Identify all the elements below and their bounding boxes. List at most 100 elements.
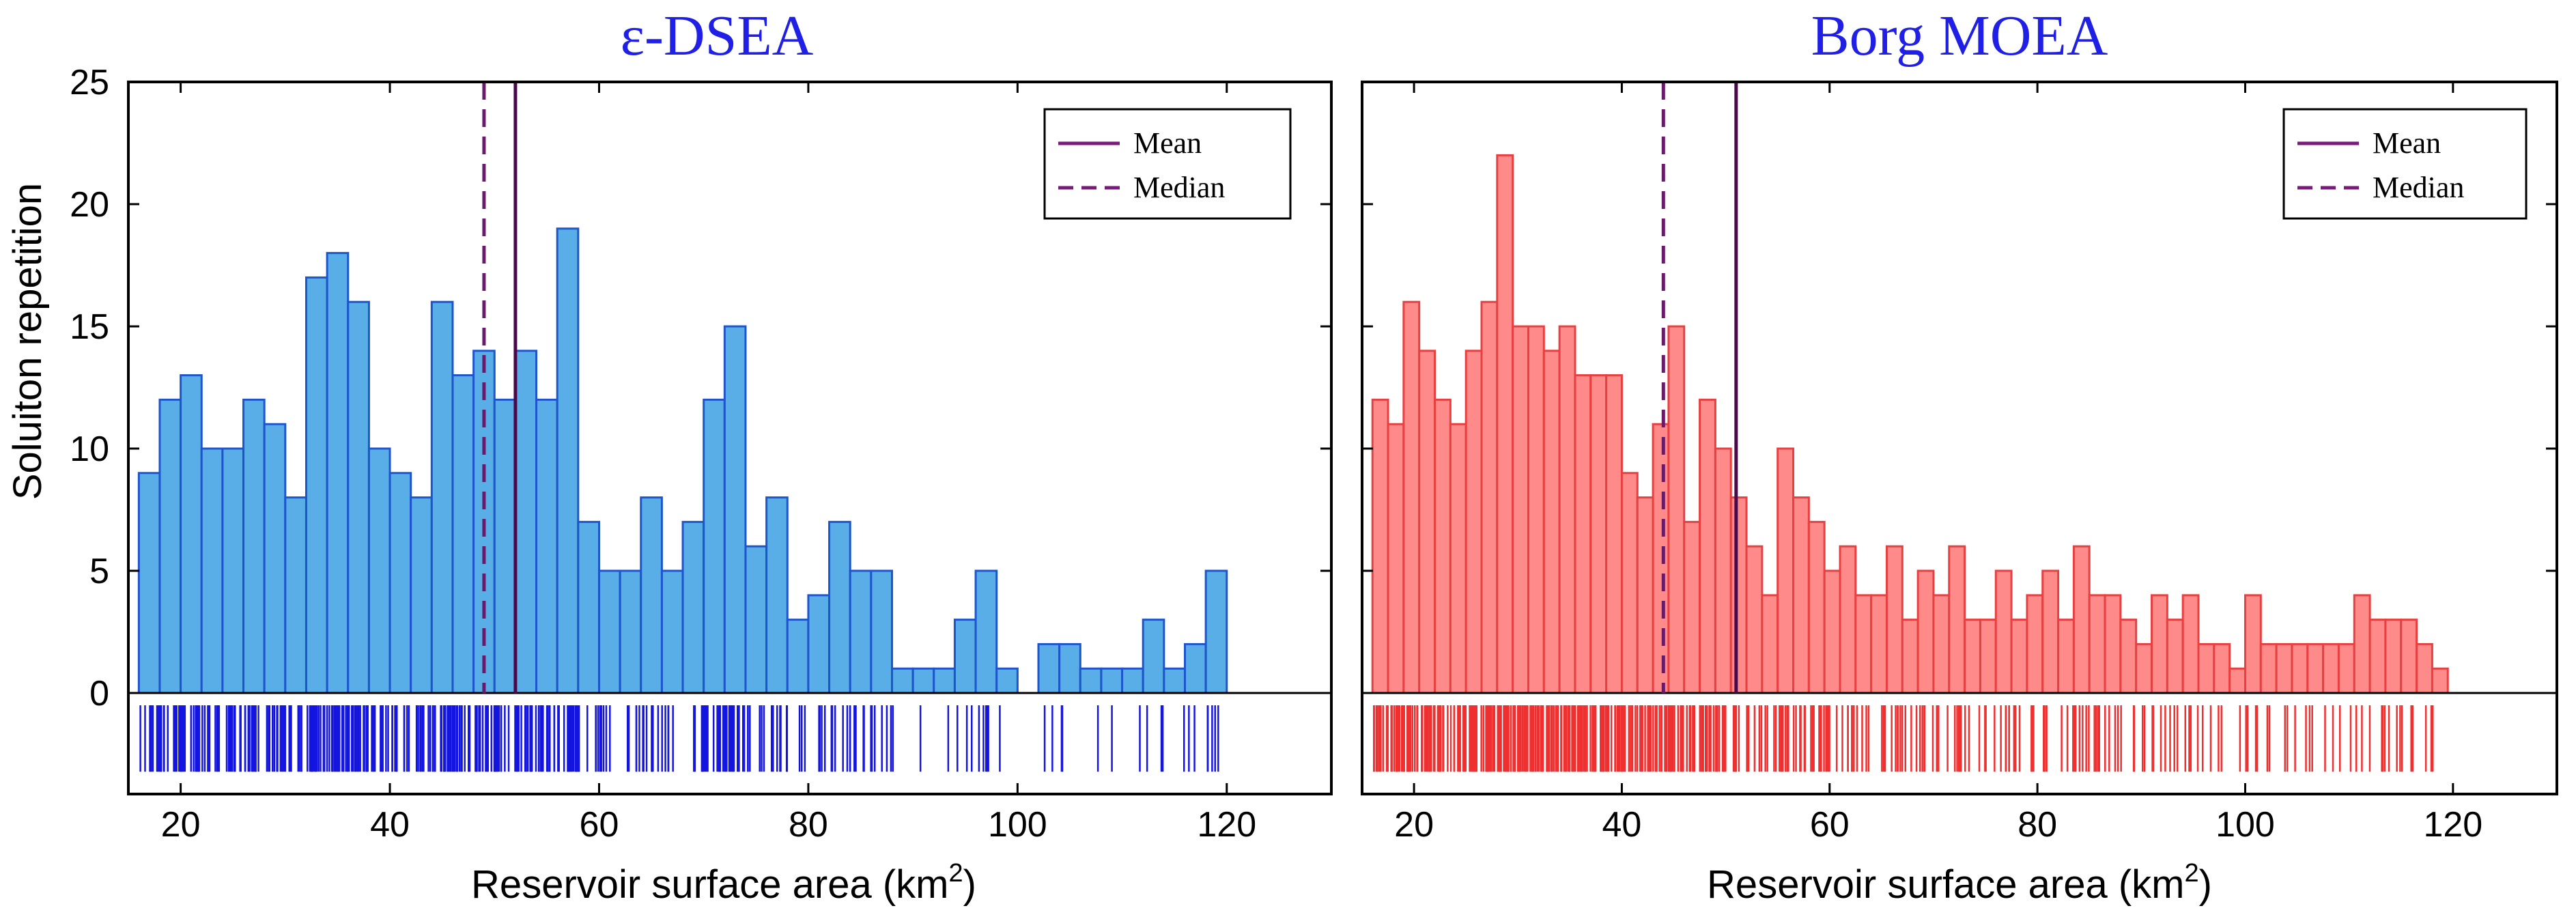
- histogram-bar: [1449, 423, 1467, 694]
- x-tick-label: 20: [161, 805, 201, 845]
- histogram-bar: [2353, 594, 2371, 694]
- histogram-bar: [849, 569, 873, 694]
- histogram-bar: [640, 496, 663, 694]
- histogram-bar: [933, 667, 956, 694]
- histogram-bar: [703, 398, 726, 694]
- histogram-bar: [1994, 569, 2013, 694]
- histogram-bar: [1079, 667, 1103, 694]
- histogram-bar: [242, 398, 266, 694]
- histogram-bar: [1387, 423, 1405, 694]
- histogram-bar: [535, 398, 558, 694]
- panel-title-edsea: ε-DSEA: [621, 4, 814, 68]
- histogram-bar: [723, 325, 747, 694]
- x-tick-label: 120: [2423, 805, 2482, 845]
- histogram-bar: [2166, 619, 2184, 694]
- histogram-bar: [1823, 569, 1841, 694]
- y-tick-label: 25: [70, 63, 109, 102]
- histogram-bar: [597, 569, 621, 694]
- histogram-bar: [2057, 619, 2075, 694]
- histogram-bar: [681, 520, 705, 694]
- histogram-bar: [1183, 642, 1207, 694]
- x-axis-label-borg: Reservoir surface area (km2): [1707, 859, 2212, 907]
- legend-median-label-borg: Median: [2373, 171, 2464, 204]
- histogram-bar: [1121, 667, 1144, 694]
- histogram-bar: [1496, 154, 1514, 694]
- legend-mean-label-borg: Mean: [2373, 126, 2441, 160]
- bars-edsea: [137, 227, 1228, 694]
- y-tick-label: 15: [70, 307, 109, 347]
- histogram-bar: [660, 569, 684, 694]
- histogram-bar: [556, 227, 580, 694]
- x-tick-label: 40: [370, 805, 410, 845]
- y-tick-label: 0: [89, 674, 109, 713]
- histogram-bar: [2213, 642, 2231, 694]
- histogram-bar: [1589, 374, 1608, 694]
- histogram-bar: [1542, 350, 1561, 694]
- histogram-bar: [493, 398, 517, 694]
- legend-borg: Mean Median: [2282, 108, 2528, 220]
- histogram-bar: [1729, 496, 1748, 694]
- histogram-bar: [1037, 642, 1061, 694]
- histogram-bar: [807, 594, 831, 694]
- histogram-bar: [1163, 667, 1186, 694]
- histogram-bar: [786, 619, 810, 694]
- histogram-bar: [2400, 619, 2418, 694]
- histogram-bar: [2228, 667, 2246, 694]
- histogram-bar: [1402, 300, 1421, 694]
- histogram-bar: [1885, 545, 1903, 694]
- x-axis-label-sup-edsea: 2: [948, 859, 963, 888]
- histogram-bar: [765, 496, 789, 694]
- histogram-bar: [1652, 423, 1670, 694]
- panel-edsea: ε-DSEA 0 5 10 15 20 25 20 40 60 80 100 120 Mean Me…: [70, 4, 1333, 907]
- histogram-bar: [180, 374, 203, 694]
- histogram-bar: [1932, 594, 1951, 694]
- histogram-bar: [2041, 569, 2060, 694]
- histogram-bar: [953, 619, 977, 694]
- histogram-bar: [2072, 545, 2091, 694]
- histogram-bar: [2322, 642, 2340, 694]
- x-axis-label-close-borg: ): [2199, 862, 2212, 907]
- histogram-bar: [1558, 325, 1576, 694]
- histogram-bar: [1371, 398, 1389, 694]
- histogram-bar: [1204, 569, 1228, 694]
- histogram-bar: [221, 447, 245, 694]
- histogram-bar: [2010, 619, 2028, 694]
- histogram-bar: [1434, 398, 1452, 694]
- histogram-bar: [1480, 300, 1499, 694]
- histogram-bar: [1667, 325, 1686, 694]
- x-tick-label: 120: [1197, 805, 1256, 845]
- y-tick-labels-edsea: 0 5 10 15 20 25: [70, 63, 109, 713]
- histogram-bar: [410, 496, 433, 694]
- x-tick-label: 80: [2018, 805, 2057, 845]
- y-tick-label: 5: [89, 552, 109, 591]
- histogram-bar: [1777, 447, 1795, 694]
- legend-median-label-edsea: Median: [1133, 171, 1225, 204]
- histogram-bar: [1512, 325, 1529, 694]
- histogram-bar: [1605, 374, 1623, 694]
- histogram-bar: [1792, 496, 1810, 694]
- histogram-bar: [1745, 545, 1764, 694]
- histogram-bar: [1574, 374, 1592, 694]
- histogram-bar: [2181, 594, 2200, 694]
- histogram-bar: [430, 300, 454, 694]
- histogram-bar: [1620, 472, 1639, 694]
- histogram-bar: [1058, 642, 1081, 694]
- histogram-bar: [2244, 594, 2262, 694]
- legend-box-borg: [2282, 108, 2528, 220]
- histogram-bar: [1979, 619, 1997, 694]
- histogram-bar: [388, 472, 412, 694]
- x-tick-label: 60: [1810, 805, 1850, 845]
- x-tick-label: 20: [1394, 805, 1434, 845]
- histogram-bar: [514, 350, 538, 694]
- histogram-bar: [263, 423, 287, 694]
- histogram-bar: [1418, 350, 1436, 694]
- histogram-bar: [1870, 594, 1888, 694]
- histogram-bar: [367, 447, 391, 694]
- x-tick-label: 80: [789, 805, 828, 845]
- histogram-bar: [2135, 642, 2153, 694]
- x-axis-label-text-edsea: Reservoir surface area (km: [471, 862, 948, 907]
- y-tick-label: 20: [70, 185, 109, 225]
- histogram-bar: [2026, 594, 2044, 694]
- plot-frame-edsea: [127, 81, 1333, 795]
- x-axis-label-sup-borg: 2: [2184, 859, 2198, 888]
